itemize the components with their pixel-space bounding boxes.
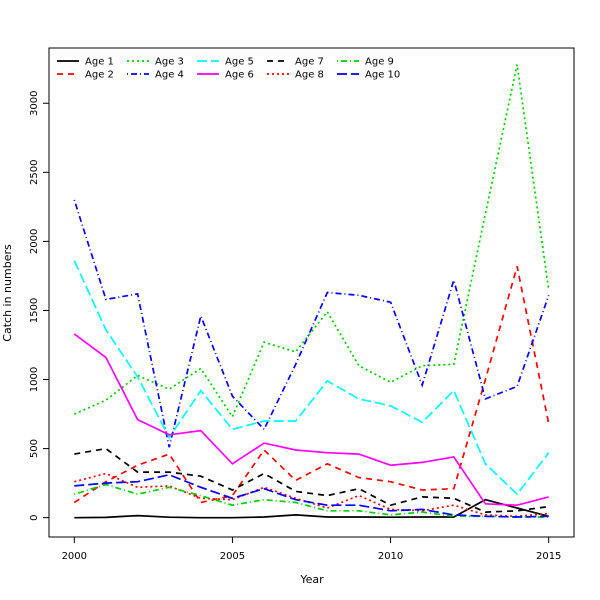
legend-label: Age 2 <box>85 70 114 81</box>
legend-item-age-2: Age 2 <box>57 70 114 81</box>
x-tick-label: 2015 <box>536 551 561 562</box>
legend: Age 1 Age 2 Age 3 Age 4 Age 5 Age 6 Age 7 Age 8… <box>57 57 400 81</box>
x-tick-label: 2010 <box>378 551 403 562</box>
legend-label: Age 5 <box>225 57 254 68</box>
series-line-age-1 <box>74 498 549 519</box>
plot-frame <box>48 47 575 538</box>
legend-item-age-6: Age 6 <box>197 70 254 81</box>
series-line-age-9 <box>74 483 549 518</box>
legend-label: Age 1 <box>85 57 114 68</box>
y-tick-label: 500 <box>29 439 40 458</box>
y-tick-label: 2000 <box>29 229 40 254</box>
legend-item-age-7: Age 7 <box>267 57 324 68</box>
series-line-age-4 <box>73 199 550 448</box>
legend-label: Age 10 <box>365 70 400 81</box>
y-tick-label: 2500 <box>29 160 40 185</box>
y-tick-label: 1500 <box>29 298 40 323</box>
y-tick-label: 0 <box>29 515 40 521</box>
legend-label: Age 6 <box>225 70 254 81</box>
x-tick-label: 2005 <box>220 551 245 562</box>
legend-item-age-8: Age 8 <box>267 70 324 81</box>
legend-label: Age 4 <box>155 70 184 81</box>
legend-label: Age 8 <box>295 70 324 81</box>
x-axis: 2000 2005 2010 2015 <box>62 537 561 562</box>
x-tick-label: 2000 <box>62 551 87 562</box>
legend-item-age-1: Age 1 <box>57 57 114 68</box>
legend-item-age-10: Age 10 <box>337 70 400 81</box>
series-line-age-2 <box>73 266 550 504</box>
series-line-age-6 <box>73 333 549 507</box>
legend-item-age-4: Age 4 <box>127 70 184 81</box>
y-axis-title: Catch in numbers <box>1 244 14 342</box>
series-line-age-5 <box>73 260 550 496</box>
legend-label: Age 3 <box>155 57 184 68</box>
x-axis-title: Year <box>299 573 324 586</box>
legend-item-age-3: Age 3 <box>127 57 184 68</box>
y-tick-label: 1000 <box>29 367 40 392</box>
legend-item-age-5: Age 5 <box>197 57 254 68</box>
legend-label: Age 9 <box>365 57 394 68</box>
y-tick-label: 3000 <box>29 91 40 116</box>
legend-label: Age 7 <box>295 57 324 68</box>
y-axis: 0 500 1000 1500 2000 2500 3000 <box>29 91 49 521</box>
series-lines <box>73 64 550 519</box>
legend-item-age-9: Age 9 <box>337 57 394 68</box>
series-line-age-10 <box>74 473 549 518</box>
series-line-age-7 <box>74 447 549 513</box>
